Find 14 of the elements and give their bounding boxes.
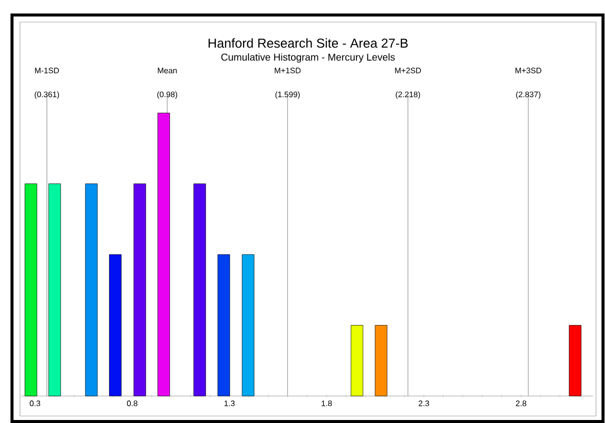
bar [218,254,230,396]
chart-subtitle: Cumulative Histogram - Mercury Levels [221,53,395,63]
bar [374,325,388,396]
bar [568,325,582,396]
bar [109,254,122,396]
bar [85,184,98,396]
bar [242,254,254,396]
chart-title: Hanford Research Site - Area 27-B [208,38,408,48]
bar [350,325,364,396]
bar [134,184,146,396]
bar [24,184,38,396]
bar [158,112,170,396]
bar [48,184,61,396]
bar [193,184,206,396]
